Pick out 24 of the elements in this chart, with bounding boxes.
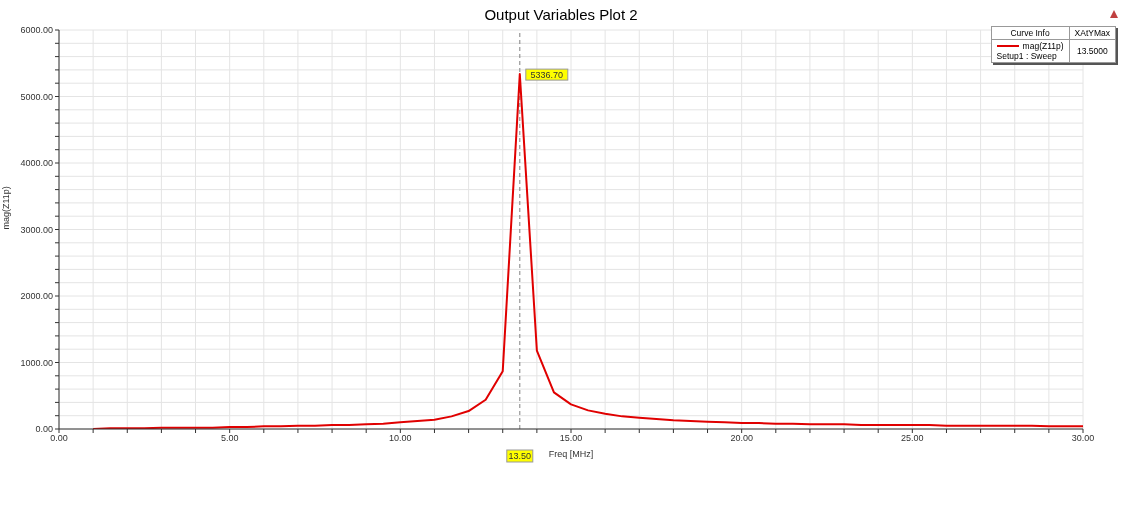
y-tick-label: 0.00	[35, 424, 53, 435]
x-tick-label: 5.00	[220, 433, 239, 444]
x-tick-label: 30.00	[1071, 433, 1095, 444]
chart-title: Output Variables Plot 2	[483, 6, 639, 23]
ref-line-label: 13.50	[508, 451, 532, 461]
annotation: XAtYMax	[1069, 26, 1116, 40]
annotation: Curve Info	[991, 26, 1070, 40]
x-tick-label: 10.00	[389, 433, 412, 444]
annotation: 5336.70	[530, 70, 564, 81]
x-tick-label: 20.00	[730, 433, 753, 444]
x-tick-label: 25.00	[901, 433, 924, 444]
x-axis-title: Freq [MHz]	[548, 449, 594, 459]
annotation: Setup1 : Sweep	[996, 51, 1058, 61]
legend-label: mag(Z11p)	[1022, 41, 1064, 51]
y-tick-label: 6000.00	[20, 25, 53, 36]
y-axis-title: mag(Z11p)	[1, 186, 12, 230]
x-tick-label: 15.00	[559, 433, 583, 444]
y-tick-label: 2000.00	[20, 291, 53, 302]
y-tick-label: 4000.00	[20, 158, 53, 169]
annotation: 13.5000	[1069, 39, 1116, 63]
x-tick-label: 0.00	[50, 433, 68, 444]
y-tick-label: 3000.00	[20, 224, 53, 235]
y-tick-label: 5000.00	[20, 91, 53, 102]
y-tick-label: 1000.00	[20, 357, 53, 368]
